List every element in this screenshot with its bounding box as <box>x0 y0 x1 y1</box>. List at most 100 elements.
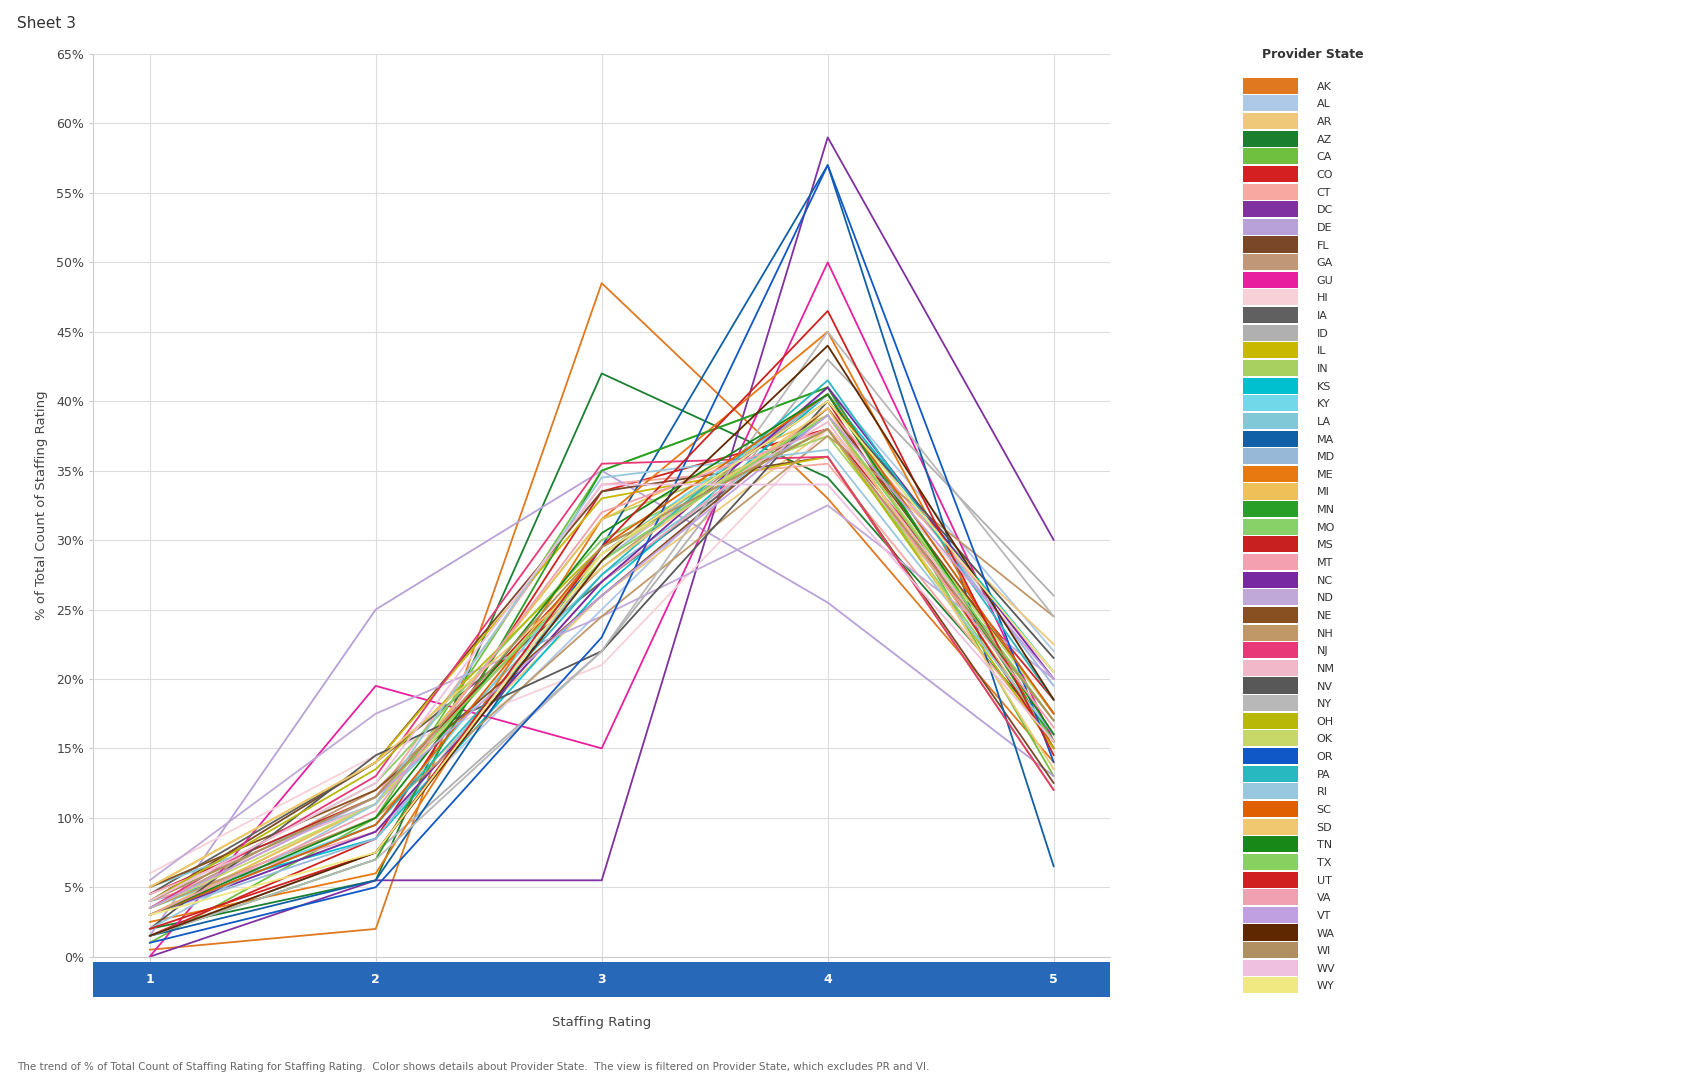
Bar <box>1244 449 1298 464</box>
Text: ME: ME <box>1317 470 1334 480</box>
Text: 5: 5 <box>1049 973 1058 986</box>
Text: Sheet 3: Sheet 3 <box>17 16 76 31</box>
Text: CA: CA <box>1317 152 1332 162</box>
Text: OR: OR <box>1317 752 1334 762</box>
Text: AK: AK <box>1317 82 1332 92</box>
Bar <box>1244 837 1298 852</box>
Text: VT: VT <box>1317 911 1331 921</box>
Text: SD: SD <box>1317 823 1332 832</box>
Bar <box>1244 483 1298 499</box>
Text: HI: HI <box>1317 293 1329 304</box>
Bar <box>1244 114 1298 129</box>
Text: NE: NE <box>1317 611 1332 620</box>
Text: NC: NC <box>1317 576 1332 586</box>
Text: AL: AL <box>1317 99 1331 109</box>
Text: DE: DE <box>1317 223 1332 232</box>
Bar <box>1244 271 1298 288</box>
Bar <box>1244 871 1298 888</box>
Text: 1: 1 <box>146 973 154 986</box>
Bar <box>1244 131 1298 147</box>
Bar <box>1244 218 1298 235</box>
Bar <box>1244 95 1298 111</box>
Bar <box>1244 589 1298 605</box>
Text: OK: OK <box>1317 734 1332 745</box>
Text: TN: TN <box>1317 840 1332 851</box>
Text: Provider State: Provider State <box>1261 48 1363 61</box>
Bar <box>1244 890 1298 905</box>
Text: WY: WY <box>1317 982 1334 991</box>
Text: IN: IN <box>1317 364 1329 374</box>
Text: VA: VA <box>1317 893 1331 904</box>
Bar <box>1244 712 1298 729</box>
Text: WA: WA <box>1317 929 1334 938</box>
Bar <box>1244 818 1298 835</box>
Text: KS: KS <box>1317 382 1331 391</box>
Text: GA: GA <box>1317 258 1332 268</box>
Text: PA: PA <box>1317 770 1331 779</box>
Text: NV: NV <box>1317 681 1332 692</box>
Bar <box>1244 731 1298 747</box>
Bar <box>1244 184 1298 200</box>
Bar <box>1244 201 1298 217</box>
Bar <box>1244 165 1298 182</box>
Bar <box>1244 502 1298 517</box>
Text: DC: DC <box>1317 205 1332 215</box>
Text: UT: UT <box>1317 876 1332 885</box>
Bar <box>1244 606 1298 623</box>
Bar <box>1244 625 1298 641</box>
Text: CO: CO <box>1317 170 1334 179</box>
Bar <box>1244 960 1298 976</box>
Text: GU: GU <box>1317 276 1334 285</box>
Bar <box>1244 148 1298 164</box>
Text: ID: ID <box>1317 329 1329 338</box>
Bar <box>1244 765 1298 782</box>
Text: CT: CT <box>1317 188 1331 198</box>
Y-axis label: % of Total Count of Staffing Rating: % of Total Count of Staffing Rating <box>36 390 47 620</box>
Text: MD: MD <box>1317 452 1334 463</box>
Text: NH: NH <box>1317 629 1334 639</box>
Bar <box>1244 290 1298 306</box>
Text: MT: MT <box>1317 558 1332 568</box>
Bar <box>1244 396 1298 412</box>
Bar <box>1244 553 1298 570</box>
Text: OH: OH <box>1317 717 1334 726</box>
Bar <box>1244 924 1298 940</box>
Text: MN: MN <box>1317 505 1334 516</box>
Bar <box>1244 854 1298 870</box>
Text: 3: 3 <box>597 973 607 986</box>
Text: AZ: AZ <box>1317 135 1332 145</box>
Bar <box>1244 748 1298 764</box>
Text: MA: MA <box>1317 435 1334 444</box>
Bar <box>1244 642 1298 658</box>
Bar <box>1244 943 1298 958</box>
Bar <box>1244 78 1298 94</box>
Bar <box>1244 536 1298 552</box>
Text: NJ: NJ <box>1317 646 1329 656</box>
Text: KY: KY <box>1317 399 1331 410</box>
Bar <box>1244 237 1298 253</box>
Bar <box>1244 430 1298 446</box>
Bar <box>1244 695 1298 711</box>
Text: NY: NY <box>1317 699 1332 709</box>
Text: MS: MS <box>1317 540 1334 550</box>
Text: LA: LA <box>1317 417 1331 427</box>
Text: ND: ND <box>1317 593 1334 603</box>
Text: AR: AR <box>1317 117 1332 128</box>
Bar <box>1244 343 1298 359</box>
Text: NM: NM <box>1317 664 1334 673</box>
Text: WV: WV <box>1317 964 1336 974</box>
Text: The trend of % of Total Count of Staffing Rating for Staffing Rating.  Color sho: The trend of % of Total Count of Staffin… <box>17 1063 929 1072</box>
Bar <box>1244 907 1298 923</box>
Text: IA: IA <box>1317 311 1327 321</box>
Text: MO: MO <box>1317 523 1336 533</box>
Bar <box>1244 324 1298 341</box>
Text: Staffing Rating: Staffing Rating <box>553 1016 651 1029</box>
Bar <box>1244 377 1298 393</box>
Text: IL: IL <box>1317 346 1325 357</box>
Bar <box>1244 466 1298 482</box>
Bar <box>1244 784 1298 800</box>
Bar <box>1244 307 1298 323</box>
Bar <box>1244 360 1298 376</box>
Bar <box>1244 519 1298 535</box>
Text: MI: MI <box>1317 488 1329 497</box>
